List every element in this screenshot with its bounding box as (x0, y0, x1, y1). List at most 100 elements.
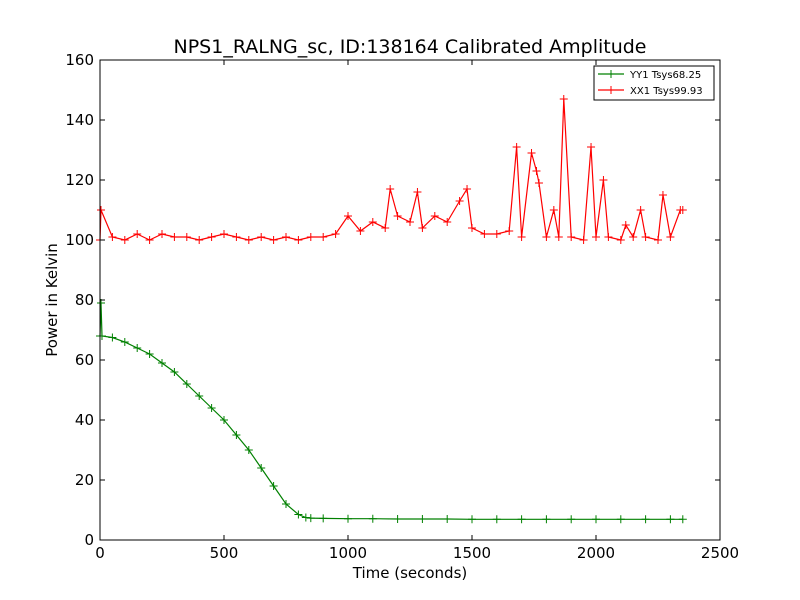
data-point-yy1 (282, 500, 290, 508)
data-point-xx1 (195, 236, 204, 244)
y-tick-label: 160 (65, 51, 94, 69)
data-point-xx1 (542, 233, 551, 241)
data-point-xx1 (567, 233, 576, 241)
data-point-yy1 (542, 515, 551, 524)
data-point-xx1 (532, 167, 541, 175)
data-point-xx1 (599, 176, 608, 184)
data-point-xx1 (629, 233, 638, 241)
data-point-xx1 (468, 224, 476, 232)
data-point-xx1 (306, 233, 315, 241)
data-point-xx1 (257, 233, 266, 241)
data-point-yy1 (344, 514, 352, 523)
data-point-xx1 (527, 149, 536, 157)
data-point-xx1 (406, 218, 414, 226)
data-point-yy1 (257, 464, 266, 472)
data-point-yy1 (294, 510, 303, 519)
data-point-yy1 (158, 359, 166, 367)
legend: YY1 Tsys68.25 XX1 Tsys99.93 (593, 65, 715, 101)
data-point-yy1 (666, 515, 675, 524)
data-point-xx1 (559, 95, 568, 103)
plot-area (96, 95, 687, 524)
data-point-xx1 (658, 191, 667, 199)
data-point-yy1 (368, 514, 377, 523)
legend-label: XX1 Tsys99.93 (630, 86, 703, 97)
data-point-yy1 (517, 515, 526, 524)
data-point-xx1 (418, 224, 427, 232)
data-point-xx1 (232, 233, 241, 241)
data-point-xx1 (244, 236, 253, 244)
data-point-xx1 (96, 206, 105, 214)
x-axis-label: Time (seconds) (352, 564, 468, 582)
data-point-yy1 (133, 344, 142, 352)
data-point-yy1 (244, 446, 253, 454)
data-point-xx1 (413, 188, 422, 196)
data-point-xx1 (678, 206, 687, 214)
data-point-xx1 (158, 230, 166, 238)
data-point-yy1 (468, 515, 476, 524)
data-point-xx1 (621, 221, 630, 229)
data-point-yy1 (319, 514, 328, 523)
y-tick-label: 0 (84, 531, 94, 549)
data-point-yy1 (678, 515, 687, 524)
x-tick-label: 500 (210, 544, 239, 562)
data-point-xx1 (269, 236, 278, 244)
data-point-yy1 (145, 350, 154, 358)
data-point-xx1 (344, 212, 352, 220)
data-point-xx1 (554, 233, 563, 241)
data-point-xx1 (579, 236, 588, 244)
data-point-yy1 (108, 333, 117, 342)
data-point-xx1 (294, 236, 303, 244)
legend-box (593, 65, 715, 101)
x-tick-label: 2500 (701, 544, 739, 562)
data-point-yy1 (97, 332, 106, 340)
data-point-xx1 (512, 143, 521, 151)
data-point-yy1 (393, 515, 402, 523)
data-point-xx1 (120, 236, 129, 244)
data-point-yy1 (232, 431, 241, 439)
data-point-xx1 (182, 233, 191, 241)
chart-title: NPS1_RALNG_sc, ID:138164 Calibrated Ampl… (174, 36, 647, 58)
data-point-xx1 (587, 143, 596, 151)
data-point-xx1 (170, 233, 179, 241)
data-point-xx1 (145, 236, 154, 244)
data-point-xx1 (368, 218, 377, 226)
data-point-xx1 (108, 233, 117, 241)
data-point-yy1 (207, 404, 216, 412)
data-point-xx1 (641, 233, 650, 241)
data-point-xx1 (331, 230, 340, 238)
data-point-xx1 (666, 233, 675, 241)
legend-label: YY1 Tsys68.25 (629, 70, 701, 81)
data-point-xx1 (549, 206, 558, 214)
y-tick-label: 100 (65, 231, 94, 249)
y-tick-label: 140 (65, 111, 94, 129)
data-point-xx1 (616, 236, 625, 244)
data-point-yy1 (170, 368, 179, 376)
data-point-yy1 (195, 392, 204, 400)
data-point-yy1 (567, 515, 576, 524)
x-tick-label: 1000 (329, 544, 367, 562)
data-point-xx1 (654, 236, 662, 244)
data-point-yy1 (492, 515, 501, 524)
data-point-xx1 (480, 230, 489, 238)
data-point-xx1 (386, 185, 395, 193)
data-point-yy1 (301, 513, 310, 522)
data-point-yy1 (443, 515, 452, 523)
data-point-yy1 (418, 515, 427, 523)
data-point-xx1 (356, 227, 365, 235)
data-point-xx1 (636, 206, 645, 214)
data-point-yy1 (306, 514, 315, 523)
y-tick-label: 60 (75, 351, 94, 369)
legend-marker (607, 70, 615, 78)
x-tick-label: 0 (95, 544, 105, 562)
data-point-xx1 (220, 230, 228, 238)
data-point-xx1 (455, 197, 464, 205)
data-point-xx1 (319, 233, 328, 241)
data-point-xx1 (133, 230, 142, 238)
y-axis-label: Power in Kelvin (43, 243, 61, 357)
y-tick-label: 80 (75, 291, 94, 309)
x-tick-label: 1500 (453, 544, 491, 562)
data-point-xx1 (463, 185, 472, 193)
data-point-xx1 (430, 212, 439, 220)
y-tick-label: 120 (65, 171, 94, 189)
